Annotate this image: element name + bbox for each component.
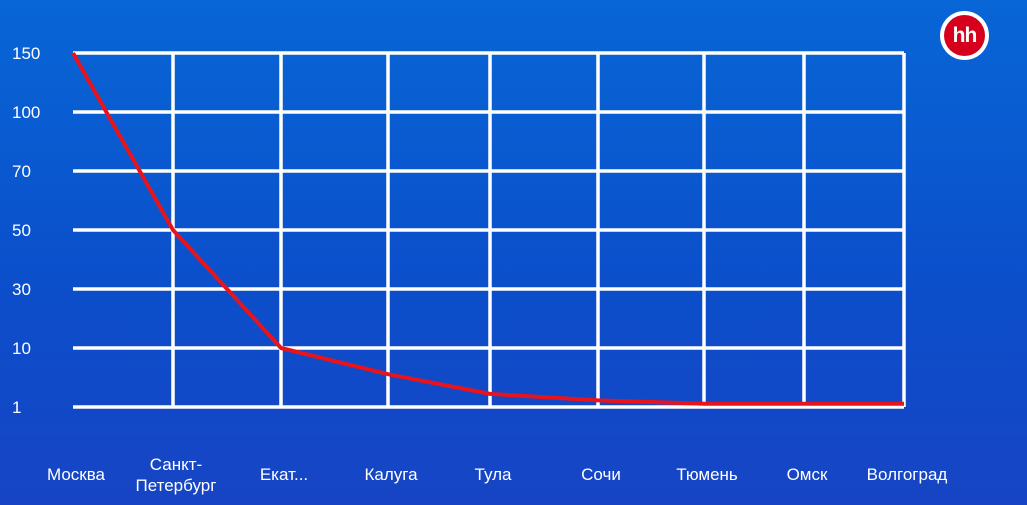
y-tick-label: 1 [12, 398, 21, 417]
y-tick-label: 10 [12, 339, 31, 358]
y-axis-ticks: 1 10 30 50 70 100 150 [12, 44, 40, 417]
chart-series [71, 52, 904, 406]
x-tick-label: Санкт-Петербург [136, 455, 217, 495]
x-tick-label: Омск [787, 465, 828, 484]
y-tick-label: 150 [12, 44, 40, 63]
x-axis-ticks: Москва Санкт-Петербург Екат... Калуга Тула Со… [47, 455, 947, 495]
x-tick-label: Тула [475, 465, 512, 484]
x-tick-label: Волгоград [867, 465, 948, 484]
x-tick-label: Сочи [581, 465, 621, 484]
x-tick-label: Тюмень [676, 465, 738, 484]
series-line [71, 52, 904, 406]
y-tick-label: 70 [12, 162, 31, 181]
x-tick-label: Москва [47, 465, 106, 484]
chart-grid [73, 51, 906, 409]
hh-logo-text: hh [944, 15, 985, 56]
hh-logo: hh [940, 11, 989, 60]
y-tick-label: 100 [12, 103, 40, 122]
x-tick-label: Калуга [364, 465, 418, 484]
x-tick-label: Екат... [260, 465, 308, 484]
y-tick-label: 50 [12, 221, 31, 240]
y-tick-label: 30 [12, 280, 31, 299]
